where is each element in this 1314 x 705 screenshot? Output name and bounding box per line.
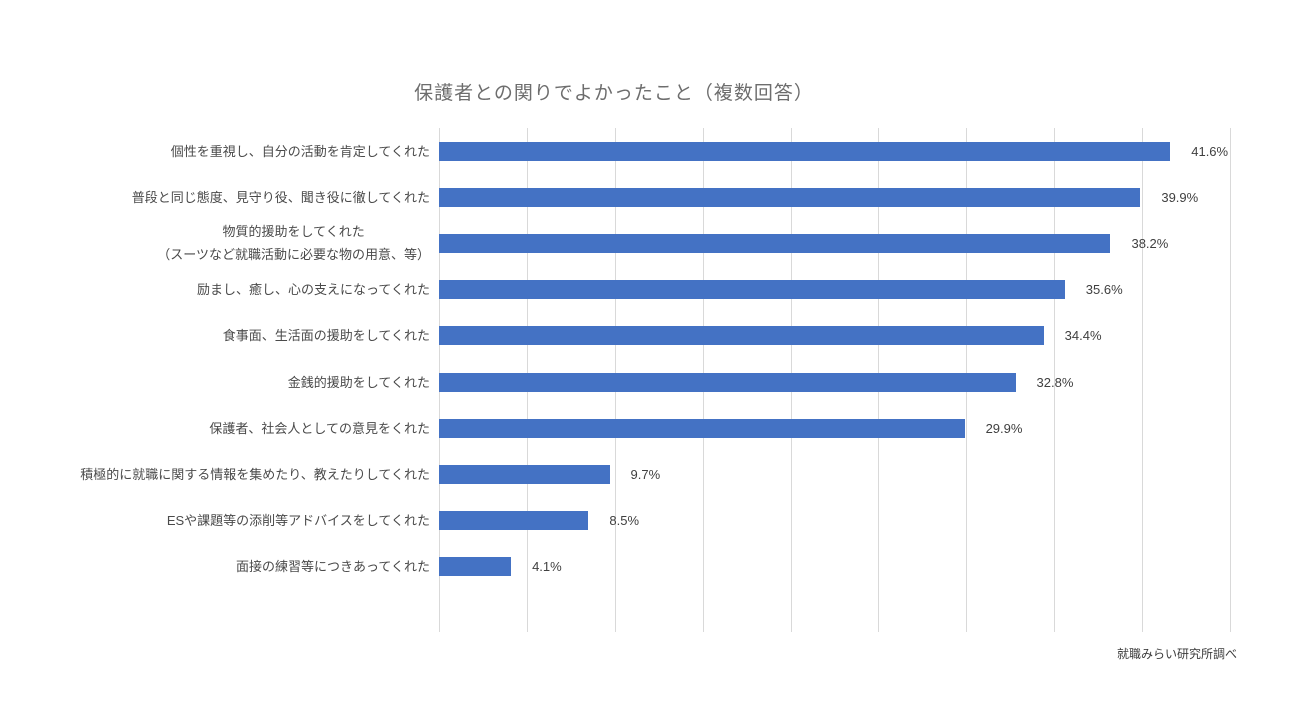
value-label: 8.5% bbox=[609, 513, 640, 529]
chart-title: 保護者との関りでよかったこと（複数回答） bbox=[414, 83, 814, 104]
value-label: 38.2% bbox=[1131, 235, 1169, 251]
bar bbox=[439, 464, 610, 484]
chart-row: 個性を重視し、自分の活動を肯定してくれた 41.6% bbox=[0, 128, 1314, 174]
bar-area: 29.9% bbox=[430, 418, 1314, 438]
bar-area: 8.5% bbox=[430, 511, 1314, 531]
source-note: 就職みらい研究所調べ bbox=[1116, 647, 1237, 661]
bar bbox=[439, 418, 965, 438]
bar-rows: 個性を重視し、自分の活動を肯定してくれた 41.6% 普段と同じ態度、見守り役、聞き… bbox=[0, 128, 1314, 590]
category-label: 保護者、社会人としての意見をくれた bbox=[0, 417, 430, 440]
category-label: 食事面、生活面の援助をしてくれた bbox=[0, 324, 430, 347]
category-label: 個性を重視し、自分の活動を肯定してくれた bbox=[0, 140, 430, 163]
category-label-text: ESや課題等の添削等アドバイスをしてくれた bbox=[166, 513, 430, 529]
bar bbox=[439, 141, 1171, 161]
bar bbox=[439, 326, 1044, 346]
bar-area: 32.8% bbox=[430, 372, 1314, 392]
category-label-text: 普段と同じ態度、見守り役、聞き役に徹してくれた bbox=[131, 189, 430, 205]
category-label-text: 食事面、生活面の援助をしてくれた bbox=[222, 328, 430, 344]
value-label: 9.7% bbox=[630, 466, 661, 482]
chart-row: 金銭的援助をしてくれた 32.8% bbox=[0, 359, 1314, 405]
chart-row: 食事面、生活面の援助をしてくれた 34.4% bbox=[0, 313, 1314, 359]
category-label-text: 励まし、癒し、心の支えになってくれた bbox=[197, 282, 430, 298]
bar bbox=[439, 557, 512, 577]
bar-area: 41.6% bbox=[430, 141, 1314, 161]
bar-area: 4.1% bbox=[430, 557, 1314, 577]
category-label: 普段と同じ態度、見守り役、聞き役に徹してくれた bbox=[0, 186, 430, 209]
category-label: 金銭的援助をしてくれた bbox=[0, 371, 430, 394]
bar-area: 39.9% bbox=[430, 187, 1314, 207]
category-label: 積極的に就職に関する情報を集めたり、教えたりしてくれた bbox=[0, 463, 430, 486]
category-label: 励まし、癒し、心の支えになってくれた bbox=[0, 278, 430, 301]
value-label: 41.6% bbox=[1191, 143, 1229, 159]
chart-row: 面接の練習等につきあってくれた 4.1% bbox=[0, 544, 1314, 590]
value-label: 39.9% bbox=[1161, 189, 1199, 205]
category-label-text: 保護者、社会人としての意見をくれた bbox=[209, 420, 430, 436]
chart-row: 普段と同じ態度、見守り役、聞き役に徹してくれた 39.9% bbox=[0, 174, 1314, 220]
category-label-text: 金銭的援助をしてくれた bbox=[287, 374, 430, 390]
chart-row: 保護者、社会人としての意見をくれた 29.9% bbox=[0, 405, 1314, 451]
bar-area: 34.4% bbox=[430, 326, 1314, 346]
gridline bbox=[1054, 128, 1056, 632]
category-label-text: 面接の練習等につきあってくれた bbox=[236, 559, 430, 575]
bar bbox=[439, 233, 1111, 253]
value-label: 4.1% bbox=[532, 559, 562, 575]
value-label: 35.6% bbox=[1085, 282, 1123, 298]
bar-area: 38.2% bbox=[430, 233, 1314, 253]
gridline bbox=[1142, 128, 1144, 632]
bar bbox=[439, 511, 589, 531]
chart-row: 励まし、癒し、心の支えになってくれた 35.6% bbox=[0, 267, 1314, 313]
chart-row: 積極的に就職に関する情報を集めたり、教えたりしてくれた 9.7% bbox=[0, 451, 1314, 497]
value-label: 29.9% bbox=[985, 420, 1023, 436]
bar bbox=[439, 187, 1141, 207]
value-label: 34.4% bbox=[1064, 328, 1102, 344]
category-label: ESや課題等の添削等アドバイスをしてくれた bbox=[0, 509, 430, 532]
category-label: 面接の練習等につきあってくれた bbox=[0, 555, 430, 578]
bar bbox=[439, 372, 1016, 392]
bar bbox=[439, 280, 1065, 300]
gridline bbox=[1230, 128, 1231, 632]
bar-area: 35.6% bbox=[430, 280, 1314, 300]
category-label-text: 積極的に就職に関する情報を集めたり、教えたりしてくれた bbox=[80, 466, 430, 482]
chart-row: 物質的援助をしてくれた （スーツなど就職活動に必要な物の用意、等） 38.2% bbox=[0, 220, 1314, 266]
category-label-text: 物質的援助をしてくれた （スーツなど就職活動に必要な物の用意、等） bbox=[157, 224, 430, 263]
category-label-text: 個性を重視し、自分の活動を肯定してくれた bbox=[170, 143, 430, 159]
chart-row: ESや課題等の添削等アドバイスをしてくれた 8.5% bbox=[0, 498, 1314, 544]
category-label: 物質的援助をしてくれた （スーツなど就職活動に必要な物の用意、等） bbox=[0, 220, 430, 266]
bar-area: 9.7% bbox=[430, 464, 1314, 484]
value-label: 32.8% bbox=[1036, 374, 1074, 390]
